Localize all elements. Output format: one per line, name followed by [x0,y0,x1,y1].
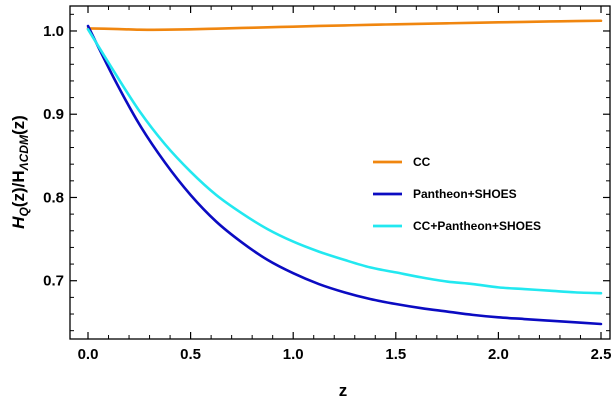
legend-label-cc: CC [413,155,431,169]
x-tick-label: 2.0 [488,346,509,363]
y-axis-title-sub1: Q [17,207,31,217]
y-axis-title-end: (z) [9,115,28,135]
legend-label-pantheon-shoes: Pantheon+SHOES [413,187,517,201]
y-axis-title-mid: (z)/H [9,170,28,207]
y-axis-title: HQ(z)/HΛCDM(z) [9,115,31,229]
series-line-cc-pantheon-shoes [86,28,603,295]
y-axis-title-main: H [9,216,28,229]
x-tick-label: 2.5 [591,346,612,363]
x-tick-label: 1.0 [283,346,304,363]
series-lines [86,19,603,326]
y-tick-label: 0.7 [43,273,64,290]
series-line-pantheon-shoes [86,24,603,326]
y-tick-label: 0.8 [43,189,64,206]
x-tick-label: 0.0 [78,346,99,363]
x-tick-label: 0.5 [180,346,201,363]
y-axis-title-sub2: ΛCDM [17,134,31,171]
y-axis-ticks: 0.7 0.8 0.9 1.0 [43,13,610,332]
x-tick-label: 1.5 [385,346,406,363]
legend: CC Pantheon+SHOES CC+Pantheon+SHOES [373,155,541,233]
plot-frame [69,5,611,340]
series-line-cc [86,19,603,32]
y-tick-label: 0.9 [43,106,64,123]
x-axis-title: z [339,381,348,400]
y-tick-label: 1.0 [43,23,64,40]
legend-label-cc-pantheon-shoes: CC+Pantheon+SHOES [413,219,541,233]
x-axis-ticks: 0.0 0.5 1.0 1.5 2.0 2.5 [78,6,612,363]
